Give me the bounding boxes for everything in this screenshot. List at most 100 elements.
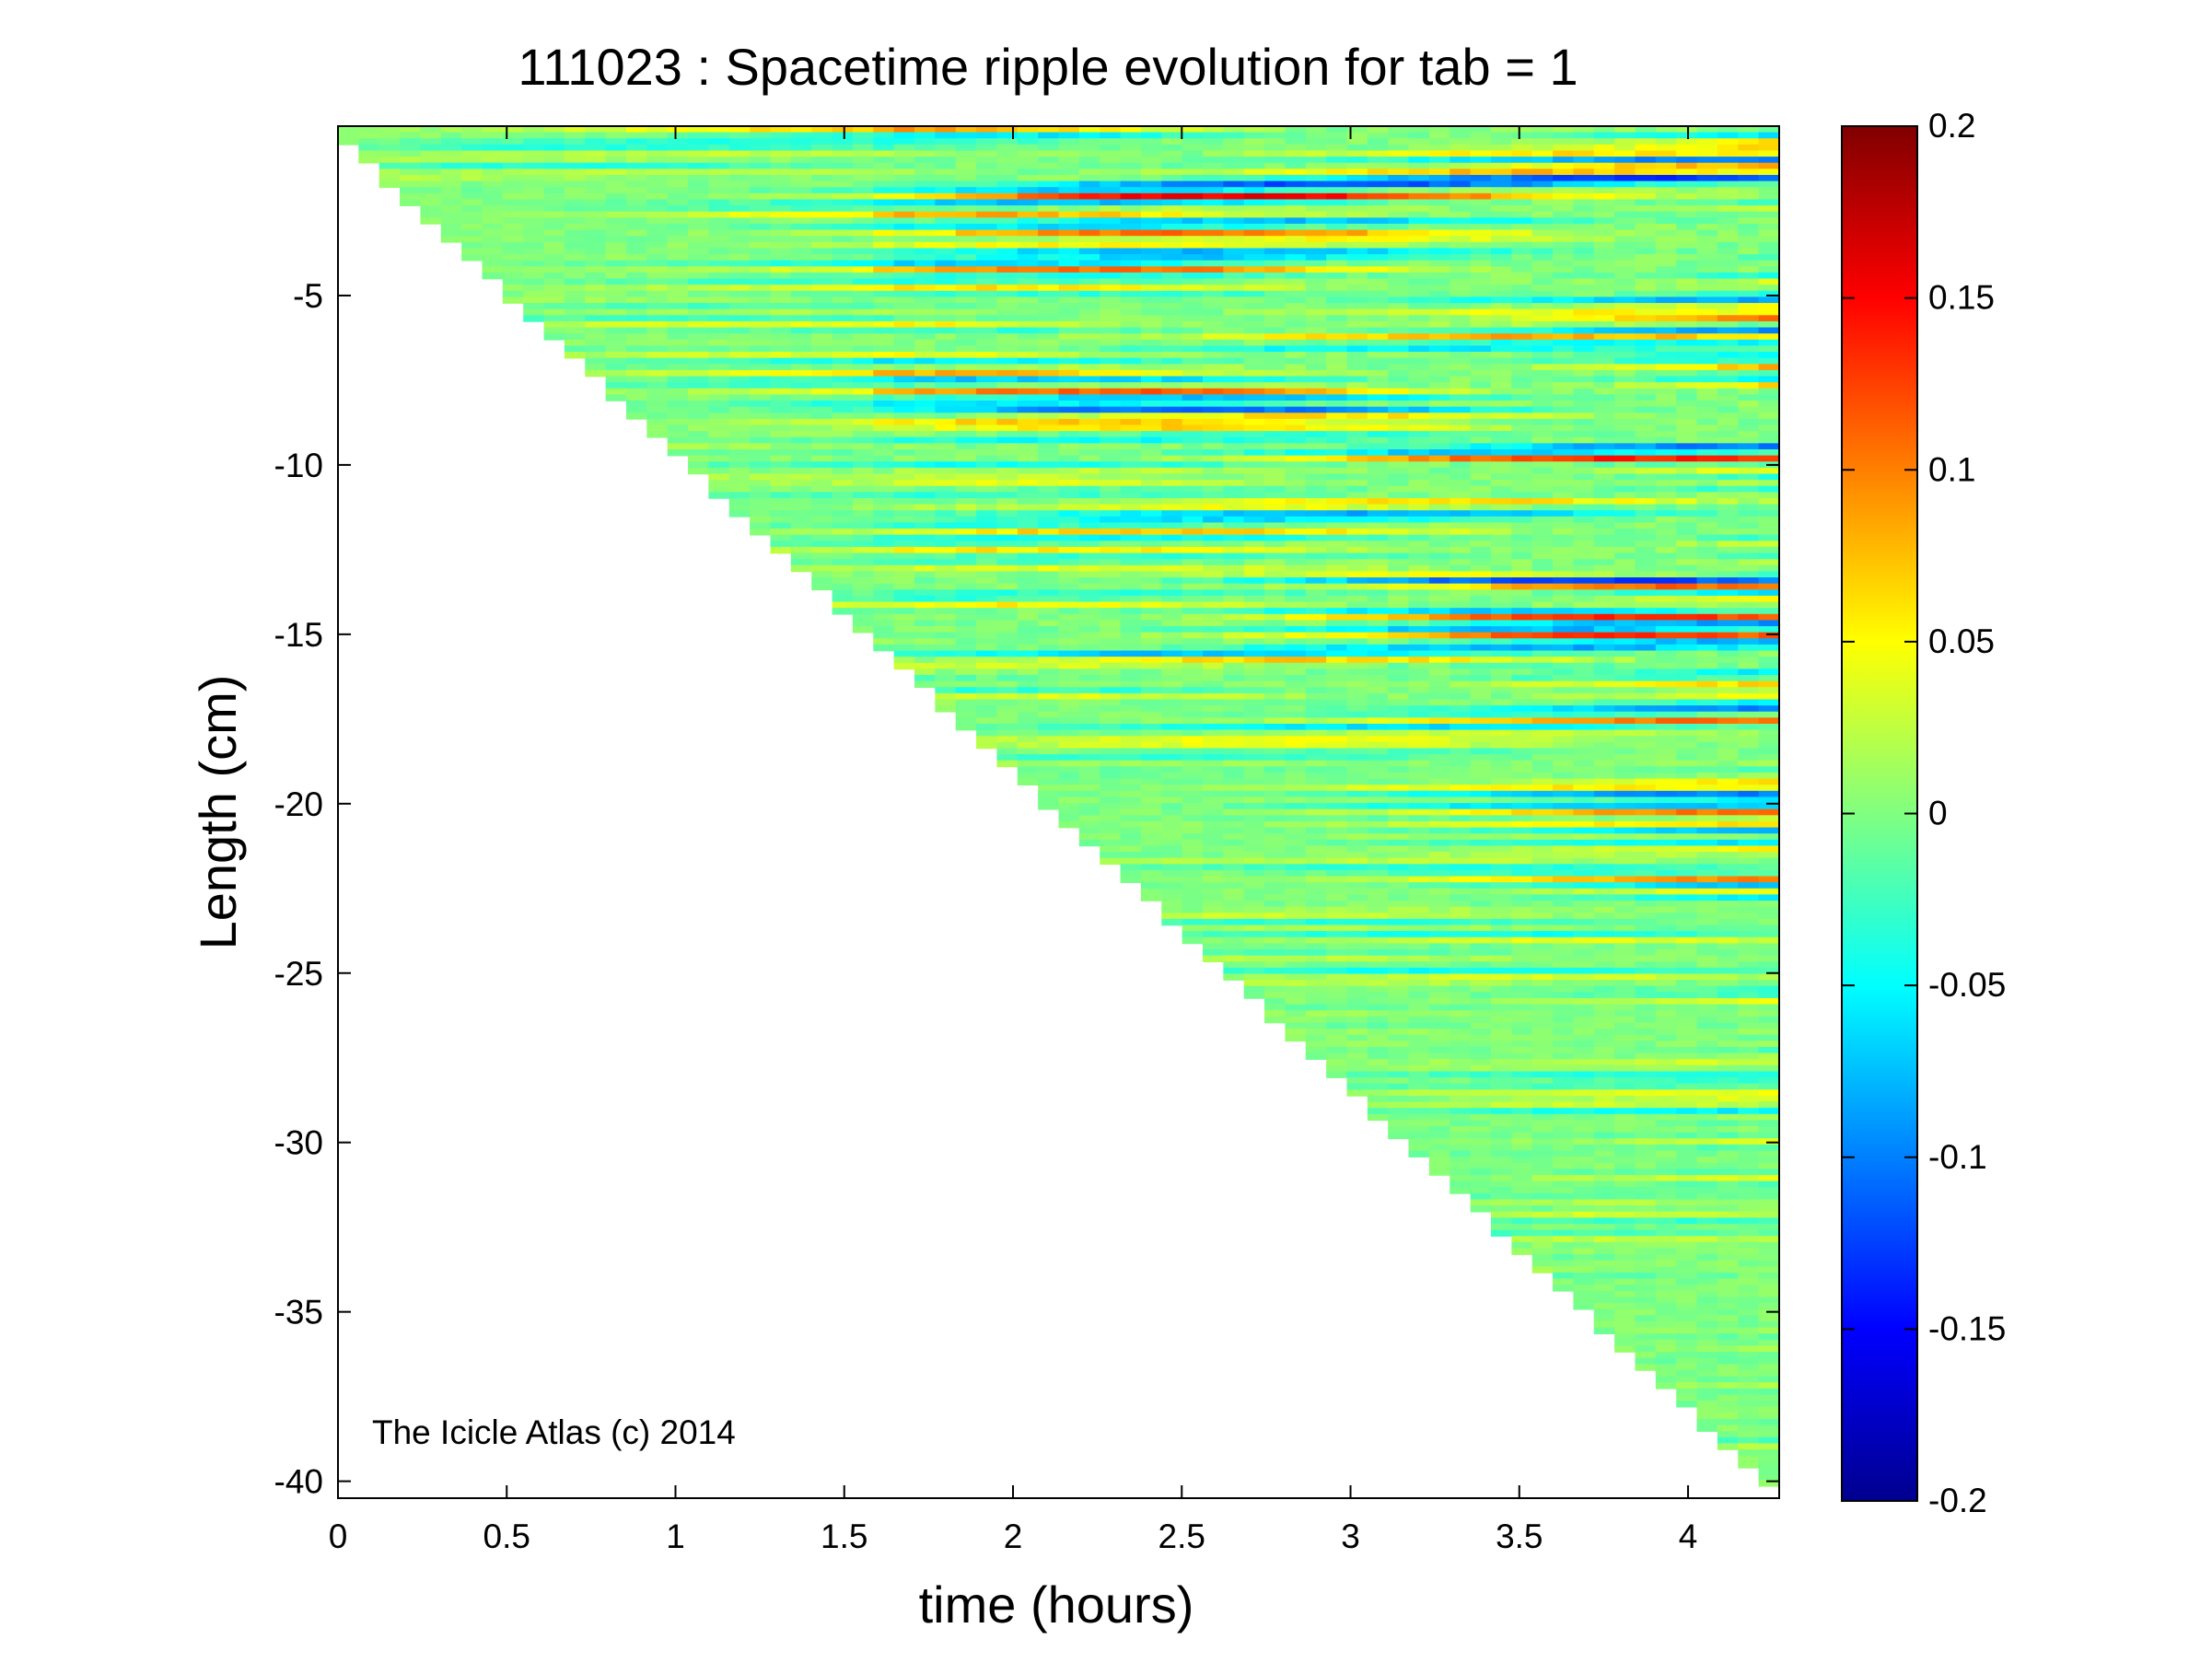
heatmap-cell [1058,339,1080,347]
heatmap-cell [1203,169,1225,176]
heatmap-cell [1326,906,1348,914]
heatmap-cell [688,388,710,396]
heatmap-cell [482,266,504,273]
heatmap-cell [1038,278,1060,285]
heatmap-cell [1285,741,1307,750]
heatmap-cell [1408,808,1430,817]
heatmap-cell [996,211,1019,219]
heatmap-cell [1243,613,1265,622]
heatmap-cell [1388,1071,1410,1078]
heatmap-cell [1449,589,1472,597]
heatmap-cell [461,162,483,170]
heatmap-cell [400,180,422,189]
heatmap-cell [1285,680,1307,689]
heatmap-cell [1100,785,1122,792]
heatmap-cell [1428,1083,1451,1091]
heatmap-cell [1264,1004,1286,1012]
heatmap-cell [1264,516,1286,524]
heatmap-cell [852,357,875,366]
heatmap-cell [1058,571,1080,578]
heatmap-cell [1408,949,1430,957]
heatmap-cell [482,180,504,189]
heatmap-cell [1100,559,1122,566]
heatmap-cell [996,376,1019,383]
heatmap-cell [1203,797,1225,804]
heatmap-cell [976,339,998,347]
heatmap-cell [1428,869,1451,878]
heatmap-cell [893,644,915,652]
heatmap-cell [1203,424,1225,432]
heatmap-cell [1140,272,1163,280]
heatmap-cell [1285,424,1307,432]
heatmap-cell [1264,126,1286,134]
heatmap-cell [1161,364,1183,371]
heatmap-cell [1243,741,1265,750]
heatmap-cell [1243,315,1265,322]
heatmap-cell [1449,943,1472,950]
heatmap-cell [852,303,875,310]
heatmap-cell [935,644,957,652]
heatmap-cell [1161,918,1183,926]
heatmap-cell [543,297,565,304]
heatmap-cell [605,345,627,353]
heatmap-cell [832,480,854,487]
heatmap-cell [728,187,751,194]
heatmap-cell [1428,669,1451,676]
heatmap-cell [708,357,730,366]
heatmap-cell [1449,662,1472,670]
heatmap-cell [1223,626,1245,634]
heatmap-cell [1470,169,1492,176]
heatmap-cell [667,272,689,280]
heatmap-cell [1140,388,1163,396]
heatmap-cell [1203,589,1225,597]
heatmap-cell [1408,315,1430,322]
heatmap-cell [1182,364,1204,371]
heatmap-cell [1038,705,1060,713]
heatmap-cell [893,443,915,450]
heatmap-cell [1408,1095,1430,1103]
heatmap-cell [996,352,1019,359]
heatmap-cell [646,308,669,317]
heatmap-cell [935,388,957,396]
heatmap-cell [976,692,998,701]
heatmap-cell [1243,852,1265,859]
heatmap-cell [1388,1016,1410,1024]
heatmap-cell [1346,529,1368,536]
heatmap-cell [914,406,937,414]
heatmap-cell [1388,644,1410,652]
heatmap-cell [770,229,792,237]
heatmap-cell [1243,308,1265,317]
heatmap-cell [935,541,957,548]
heatmap-cell [1388,577,1410,585]
heatmap-cell [564,169,587,176]
heatmap-cell [1428,229,1451,237]
heatmap-cell [852,504,875,511]
heatmap-cell [914,448,937,457]
heatmap-cell [1243,217,1265,225]
heatmap-cell [1326,461,1348,469]
heatmap-cell [585,297,607,304]
heatmap-cell [585,150,607,157]
heatmap-cell [1285,564,1307,573]
heatmap-cell [1243,211,1265,219]
heatmap-cell [1058,327,1080,334]
heatmap-cell [1182,760,1204,768]
heatmap-cell [1078,497,1101,506]
heatmap-cell [1428,852,1451,859]
heatmap-cell [935,192,957,201]
heatmap-cell [1470,272,1492,280]
heatmap-cell [1140,650,1163,657]
heatmap-cell [482,223,504,231]
heatmap-cell [1078,577,1101,585]
heatmap-cell [832,382,854,390]
heatmap-cell [852,394,875,401]
heatmap-cell [1346,401,1368,408]
heatmap-cell [955,711,977,719]
heatmap-cell [914,626,937,634]
heatmap-cell [1305,936,1327,945]
heatmap-cell [1182,857,1204,866]
heatmap-cell [400,169,422,176]
heatmap-cell [1449,894,1472,901]
heatmap-cell [688,467,710,475]
heatmap-cell [1038,132,1060,140]
